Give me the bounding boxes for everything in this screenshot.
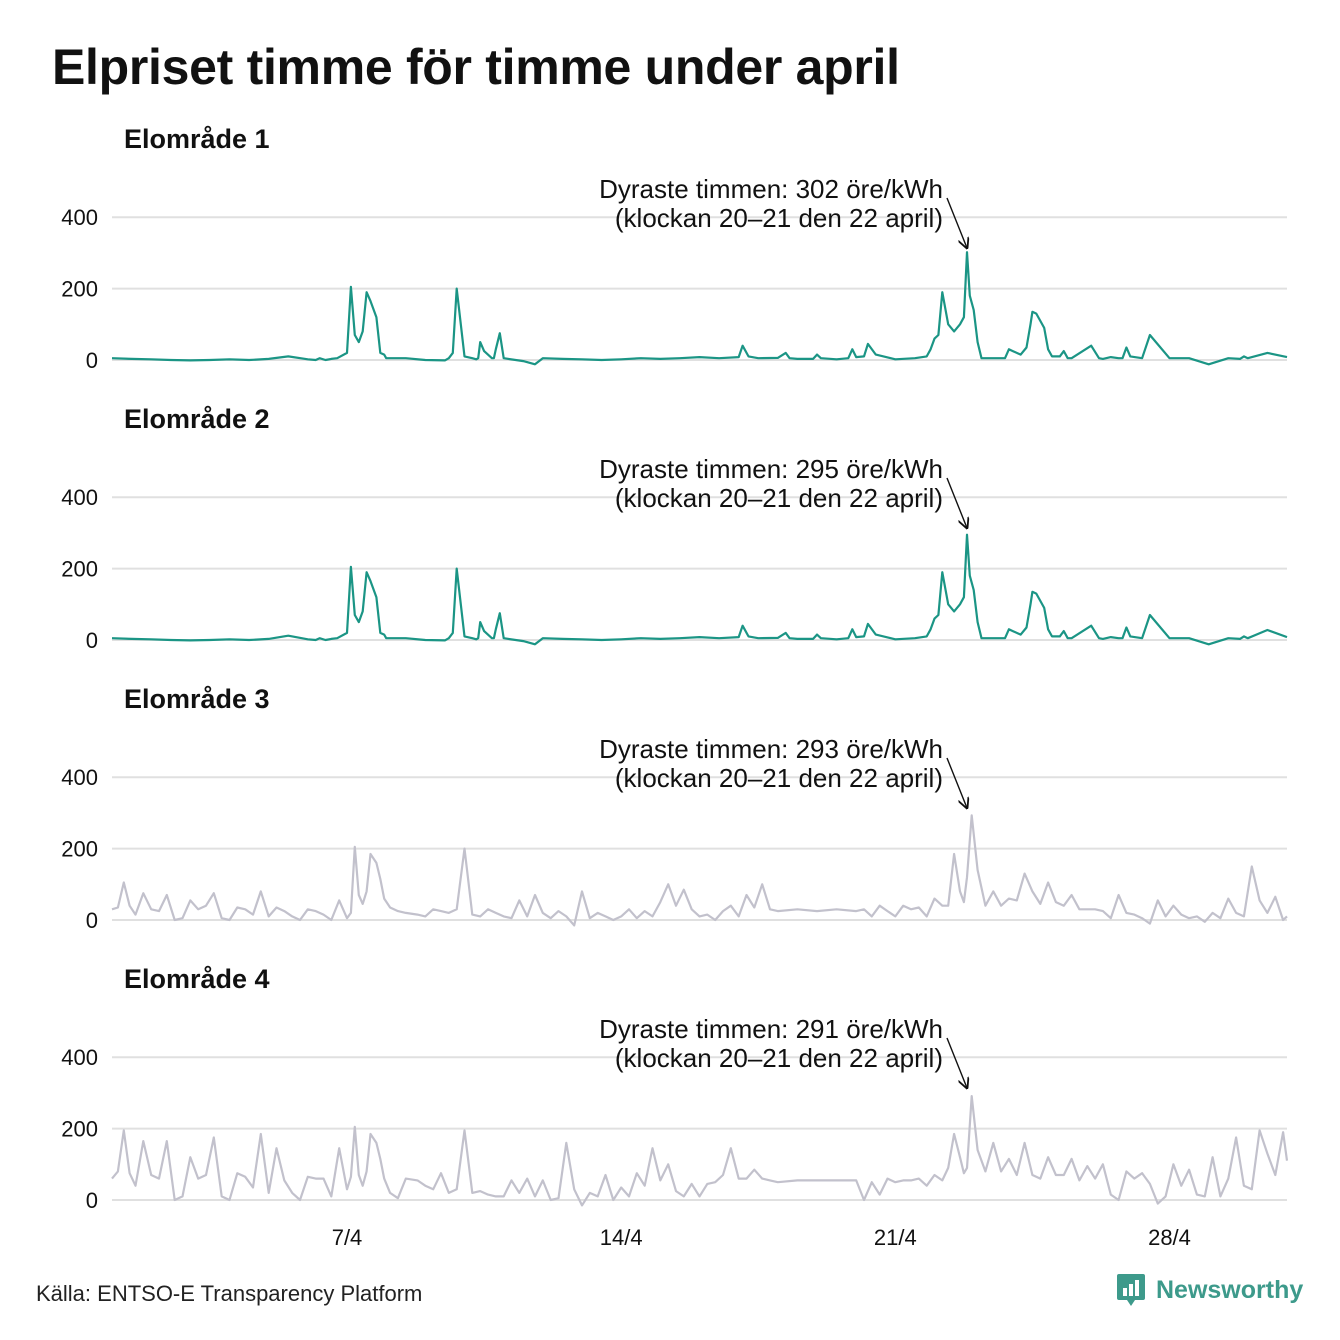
- panel-title: Elområde 4: [124, 964, 270, 994]
- y-tick-label: 0: [86, 348, 98, 373]
- panel-title: Elområde 1: [124, 124, 270, 154]
- annotation-line-2: (klockan 20–21 den 22 april): [615, 763, 943, 793]
- y-tick-label: 0: [86, 908, 98, 933]
- annotation-line-2: (klockan 20–21 den 22 april): [615, 483, 943, 513]
- y-tick-label: 400: [61, 1045, 98, 1070]
- y-tick-label: 400: [61, 205, 98, 230]
- chart-title: Elpriset timme för timme under april: [52, 39, 900, 95]
- x-tick-label: 7/4: [332, 1225, 363, 1250]
- annotation-line-1: Dyraste timmen: 293 öre/kWh: [599, 734, 943, 764]
- annotation-arrow: [946, 1037, 967, 1088]
- y-tick-label: 400: [61, 485, 98, 510]
- y-tick-label: 200: [61, 277, 98, 302]
- annotation-arrow: [946, 477, 967, 528]
- panel-3: Elområde 3 0 200 400 Dyraste timmen: 293 öre…: [61, 684, 1288, 933]
- newsworthy-logo-icon: [1117, 1274, 1145, 1306]
- panel-4: Elområde 4 0 200 400 Dyraste timmen: 291 öre…: [61, 964, 1289, 1213]
- brand[interactable]: Newsworthy: [1116, 1272, 1303, 1308]
- y-tick-label: 0: [86, 628, 98, 653]
- y-tick-label: 200: [61, 837, 98, 862]
- annotation-line-1: Dyraste timmen: 302 öre/kWh: [599, 174, 943, 204]
- brand-name: Newsworthy: [1156, 1275, 1304, 1304]
- panel-title: Elområde 3: [124, 684, 270, 714]
- annotation-arrow: [946, 757, 967, 808]
- y-tick-label: 200: [61, 1117, 98, 1142]
- x-tick-label: 28/4: [1148, 1225, 1191, 1250]
- series-line: [111, 814, 1288, 927]
- series-line: [111, 251, 1288, 366]
- annotation-line-1: Dyraste timmen: 291 öre/kWh: [599, 1014, 943, 1044]
- annotation-line-2: (klockan 20–21 den 22 april): [615, 203, 943, 233]
- series-line: [111, 1094, 1289, 1207]
- annotation-line-1: Dyraste timmen: 295 öre/kWh: [599, 454, 943, 484]
- annotation-arrow: [946, 197, 967, 248]
- y-tick-label: 200: [61, 557, 98, 582]
- source-note: Källa: ENTSO-E Transparency Platform: [36, 1281, 423, 1306]
- panel-1: Elområde 1 0 200 400 Dyraste timmen: 302 öre…: [61, 124, 1288, 373]
- panel-title: Elområde 2: [124, 404, 270, 434]
- annotation-line-2: (klockan 20–21 den 22 april): [615, 1043, 943, 1073]
- series-line: [111, 533, 1288, 646]
- y-tick-label: 400: [61, 765, 98, 790]
- x-tick-label: 14/4: [600, 1225, 643, 1250]
- y-tick-label: 0: [86, 1188, 98, 1213]
- x-tick-label: 21/4: [874, 1225, 917, 1250]
- panel-2: Elområde 2 0 200 400 Dyraste timmen: 295 öre…: [61, 404, 1288, 653]
